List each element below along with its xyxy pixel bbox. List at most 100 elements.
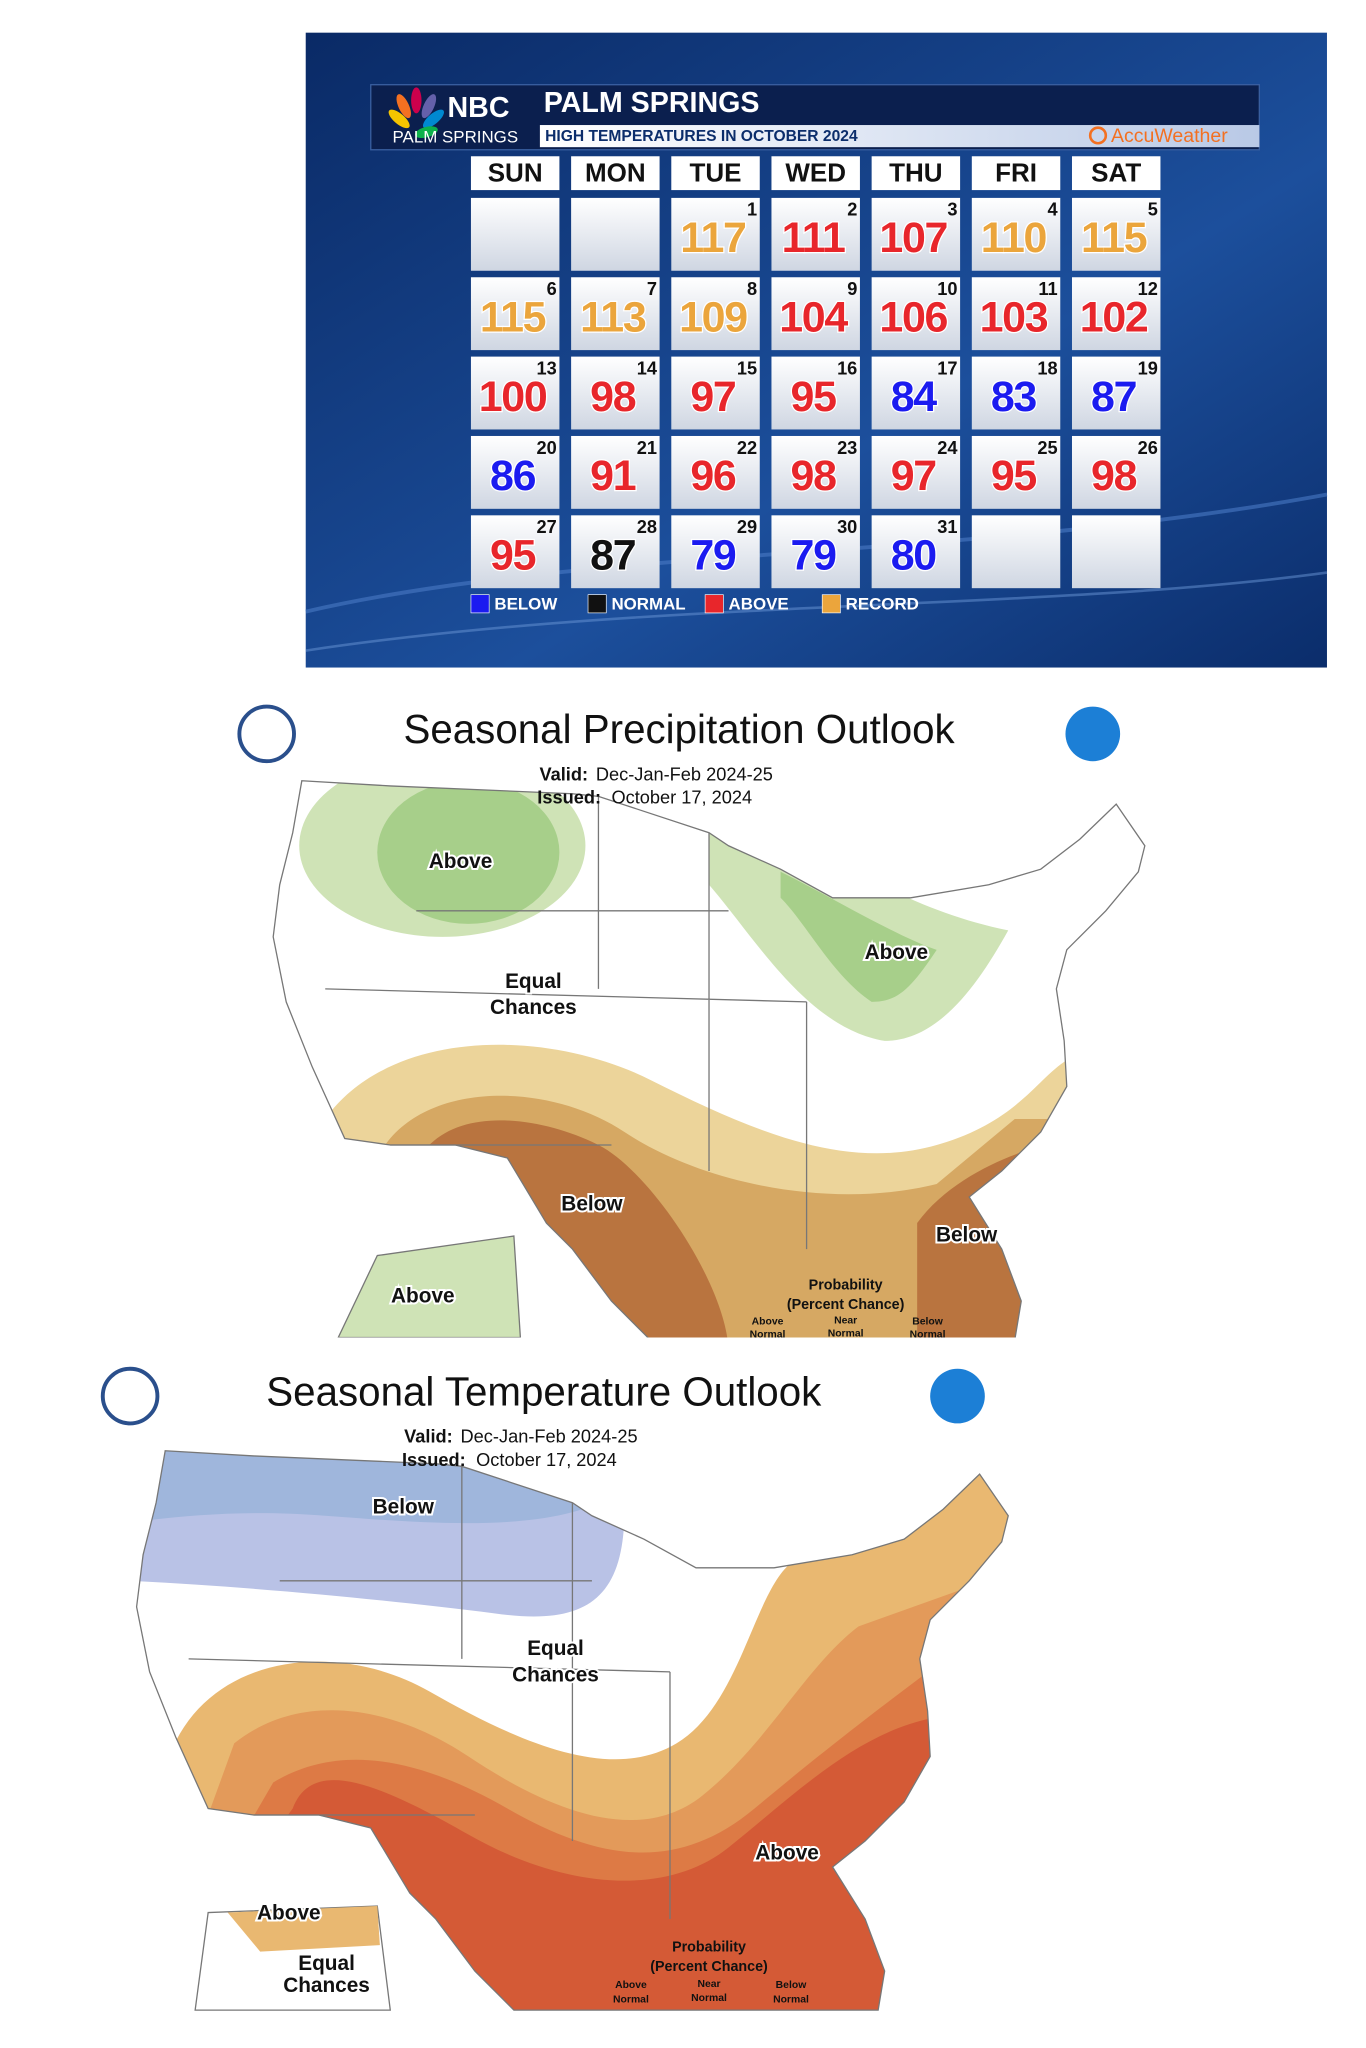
temperature: 80 <box>891 532 937 580</box>
temperature: 97 <box>891 452 936 500</box>
temperature: 100 <box>479 373 547 421</box>
above-region <box>780 871 937 1002</box>
region-label: Above <box>391 1285 455 1308</box>
temperature: 103 <box>980 294 1048 342</box>
map-title: Seasonal Temperature Outlook <box>266 1368 822 1414</box>
day-number: 27 <box>537 517 557 537</box>
alaska <box>337 1235 522 1338</box>
temperature: 96 <box>690 452 736 500</box>
prob-column: Normal <box>613 1994 649 2005</box>
temperature: 86 <box>490 452 536 500</box>
day-number: 28 <box>637 517 657 537</box>
weekday-header: SAT <box>1091 157 1141 187</box>
day-number: 14 <box>637 358 658 378</box>
calendar: NBC PALM SPRINGS PALM SPRINGS HIGH TEMPE… <box>305 32 1328 668</box>
day-cell <box>671 197 760 271</box>
region-label: Equal <box>505 970 562 993</box>
temperature: 104 <box>779 294 848 342</box>
day-cell <box>470 515 560 589</box>
day-number: 12 <box>1138 279 1158 299</box>
region-label: Equal <box>527 1637 584 1660</box>
temperature: 79 <box>791 532 837 580</box>
calendar-title: PALM SPRINGS <box>544 87 760 119</box>
prob-subtitle: (Percent Chance) <box>650 1959 768 1975</box>
day-cell <box>1071 277 1161 351</box>
day-cell <box>671 356 760 430</box>
day-cell <box>571 277 660 351</box>
temperature: 84 <box>891 373 938 421</box>
temperature: 91 <box>590 452 636 500</box>
legend-swatch <box>587 594 607 614</box>
day-cell <box>971 197 1061 271</box>
region-label: Above <box>257 1901 321 1924</box>
temperature: 111 <box>782 214 845 262</box>
prob-column: Normal <box>828 1328 864 1339</box>
prob-column: Normal <box>910 1330 946 1341</box>
day-cell <box>771 277 860 351</box>
temperature: 79 <box>690 532 736 580</box>
doc-seal <box>100 1366 160 1426</box>
legend-swatch <box>704 594 724 614</box>
region-label: Above <box>755 1842 819 1865</box>
logo-feather <box>414 126 438 139</box>
weekday-header-bg <box>971 156 1061 191</box>
day-number: 9 <box>847 279 857 299</box>
day-number: 15 <box>737 358 757 378</box>
day-cell <box>871 515 961 589</box>
prob-subtitle: (Percent Chance) <box>787 1297 905 1313</box>
prob-column: Near <box>697 1979 720 1990</box>
day-cell <box>571 435 660 509</box>
legend-label: RECORD <box>846 595 919 614</box>
valid: Dec-Jan-Feb 2024-25 <box>461 1427 638 1447</box>
prob-column: Normal <box>691 1993 727 2004</box>
day-number: 22 <box>737 438 757 458</box>
day-number: 25 <box>1037 438 1057 458</box>
weekday-header-bg <box>571 156 660 191</box>
day-number: 30 <box>837 517 857 537</box>
valid: Dec-Jan-Feb 2024-25 <box>596 764 773 784</box>
region-label: Chances <box>490 996 577 1019</box>
legend-swatch <box>470 594 490 614</box>
peacock-logo <box>388 87 444 139</box>
region-label: Chances <box>283 1974 370 1997</box>
day-cell <box>671 277 760 351</box>
temperature: 87 <box>590 532 635 580</box>
state-lines <box>325 796 808 1250</box>
issued: October 17, 2024 <box>476 1450 617 1470</box>
day-number: 29 <box>737 517 757 537</box>
day-cell <box>571 515 660 589</box>
day-number: 1 <box>747 200 757 220</box>
prob-column: Below <box>912 1317 944 1328</box>
above-region <box>377 780 560 924</box>
brand: AccuWeather <box>1111 125 1228 147</box>
temperature: 95 <box>791 373 837 421</box>
day-cell <box>771 515 860 589</box>
logo-feather <box>422 109 444 129</box>
region-label: Above <box>865 941 929 964</box>
state-lines <box>188 1466 671 1920</box>
day-cell <box>470 277 560 351</box>
temperature: 117 <box>680 214 745 262</box>
day-cell <box>871 277 961 351</box>
day-cell <box>971 435 1061 509</box>
temperature: 95 <box>490 532 536 580</box>
logo-feather <box>396 94 411 119</box>
day-number: 17 <box>937 358 957 378</box>
noaa-logo <box>930 1368 985 1424</box>
temperature: 98 <box>1091 452 1137 500</box>
day-cell <box>1071 356 1161 430</box>
day-cell <box>571 197 660 271</box>
prob-title: Probability <box>809 1277 883 1293</box>
prob-column: Normal <box>750 1330 786 1341</box>
temperature-outlook: Seasonal Temperature Outlook Valid: Dec-… <box>32 1366 1054 2011</box>
calendar-subtitle: HIGH TEMPERATURES IN OCTOBER 2024 <box>545 128 858 145</box>
temperature: 110 <box>981 214 1047 262</box>
legend-label: ABOVE <box>729 595 789 614</box>
temperature: 83 <box>991 373 1037 421</box>
day-number: 16 <box>837 358 857 378</box>
noaa-logo <box>1065 706 1121 762</box>
day-number: 23 <box>837 438 857 458</box>
day-number: 7 <box>647 279 657 299</box>
day-cell <box>470 435 560 509</box>
